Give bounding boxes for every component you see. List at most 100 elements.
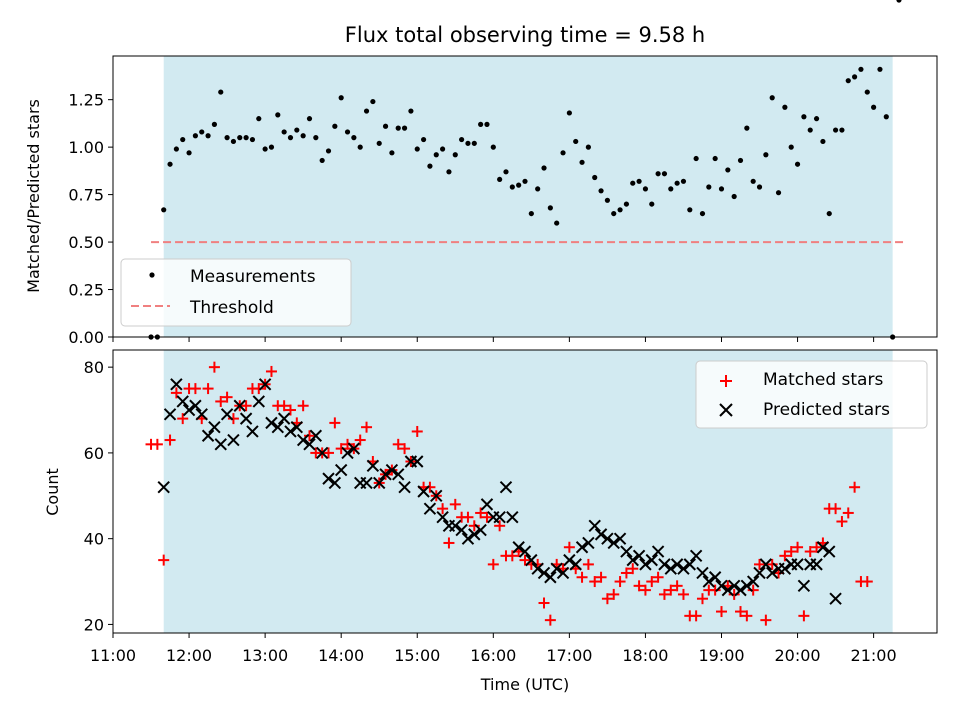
predicted-star-point: [696, 566, 709, 580]
predicted-star-point: [727, 579, 741, 593]
measurement-point: [338, 95, 344, 101]
predicted-star-point: [474, 523, 487, 537]
legend-matched-label: Matched stars: [763, 370, 883, 390]
bottom-axes-frame: [112, 349, 938, 634]
predicted-star-point: [810, 558, 823, 571]
matched-star-point: [614, 576, 626, 588]
measurement-point: [420, 136, 427, 143]
matched-star-point: [620, 567, 632, 579]
measurement-point: [211, 121, 218, 127]
predicted-star-point: [328, 476, 342, 490]
top-y-tick-label: 0.50: [68, 233, 104, 252]
matched-star-point: [151, 438, 163, 450]
legend-measurements-marker: [149, 272, 155, 278]
measurement-point: [864, 89, 870, 95]
legend-threshold-label: Threshold: [189, 298, 274, 318]
measurement-point: [262, 146, 268, 152]
measurement-point: [306, 116, 313, 122]
matched-star-point: [449, 498, 461, 510]
matched-star-point: [709, 584, 721, 596]
measurement-point: [395, 125, 401, 131]
measurement-point: [446, 169, 452, 175]
predicted-star-point: [480, 498, 494, 511]
measurement-point: [725, 167, 731, 173]
measurement-point: [535, 186, 541, 192]
predicted-star-point: [214, 438, 227, 451]
matched-star-point: [361, 421, 373, 433]
measurement-point: [363, 108, 370, 114]
matched-star-point: [462, 511, 474, 523]
matched-star-point: [836, 516, 848, 528]
matched-star-point: [335, 443, 347, 455]
measurement-point: [471, 140, 477, 146]
predicted-star-point: [670, 558, 684, 571]
matched-star-point: [582, 558, 594, 570]
matched-star-point: [830, 503, 842, 515]
measurement-point: [376, 140, 382, 146]
x-tick-label: 17:00: [546, 646, 592, 665]
x-tick-label: 15:00: [394, 646, 440, 665]
predicted-star-point: [227, 433, 240, 447]
matched-star-point: [715, 606, 727, 618]
matched-star-point: [747, 584, 759, 596]
predicted-star-point: [373, 476, 386, 490]
measurement-point: [794, 161, 801, 167]
predicted-star-point: [658, 558, 671, 571]
matched-star-point: [437, 503, 449, 515]
measurement-point: [623, 201, 630, 207]
measurement-point: [205, 133, 211, 139]
matched-star-point: [202, 383, 214, 395]
matched-star-point: [538, 597, 550, 609]
measurement-point: [858, 66, 864, 72]
predicted-star-point: [315, 446, 329, 460]
matched-star-point: [354, 434, 366, 446]
matched-star-point: [475, 507, 487, 519]
measurement-point: [699, 210, 706, 217]
predicted-star-point: [715, 579, 728, 593]
predicted-star-point: [632, 549, 646, 563]
measurement-point: [440, 146, 446, 152]
top-y-tick-label: 0.75: [68, 186, 104, 205]
matched-star-point: [399, 443, 411, 455]
measurement-point: [604, 197, 611, 203]
measurement-point: [433, 152, 439, 158]
matched-star-point: [323, 447, 335, 459]
matched-star-point: [240, 400, 252, 412]
predicted-star-point: [607, 536, 620, 550]
matched-star-point: [189, 383, 201, 395]
measurement-point: [281, 129, 287, 135]
measurement-point: [896, 0, 902, 3]
measurement-point: [351, 135, 357, 141]
measurement-point: [243, 135, 249, 141]
measurement-point: [541, 165, 547, 171]
matched-star-point: [227, 413, 239, 425]
predicted-star-point: [208, 420, 221, 434]
predicted-star-point: [334, 463, 348, 477]
measurement-point: [344, 129, 351, 135]
predicted-star-point: [170, 378, 183, 391]
bottom-y-axis-label: Count: [43, 468, 62, 516]
measurement-point: [167, 161, 173, 167]
measurement-point: [832, 127, 839, 133]
measurement-point: [579, 159, 585, 165]
x-tick-label: 18:00: [622, 646, 668, 665]
measurement-point: [180, 136, 186, 143]
top-legend: Measurements Threshold: [120, 258, 352, 327]
measurement-point: [465, 140, 471, 146]
predicted-star-point: [277, 412, 291, 425]
measurement-point: [611, 210, 617, 217]
measurement-point: [592, 174, 598, 181]
predicted-star-point: [430, 489, 443, 502]
measurement-point: [554, 220, 560, 226]
matched-star-point: [798, 610, 810, 622]
matched-star-point: [595, 571, 607, 583]
predicted-star-point: [601, 532, 614, 545]
measurement-point: [598, 188, 604, 194]
measurement-point: [636, 178, 642, 184]
matched-star-point: [342, 438, 354, 450]
measurement-point: [706, 184, 712, 190]
predicted-star-point: [233, 399, 246, 412]
bottom-y-tick-label: 40: [84, 530, 104, 549]
matched-star-point: [741, 610, 753, 622]
